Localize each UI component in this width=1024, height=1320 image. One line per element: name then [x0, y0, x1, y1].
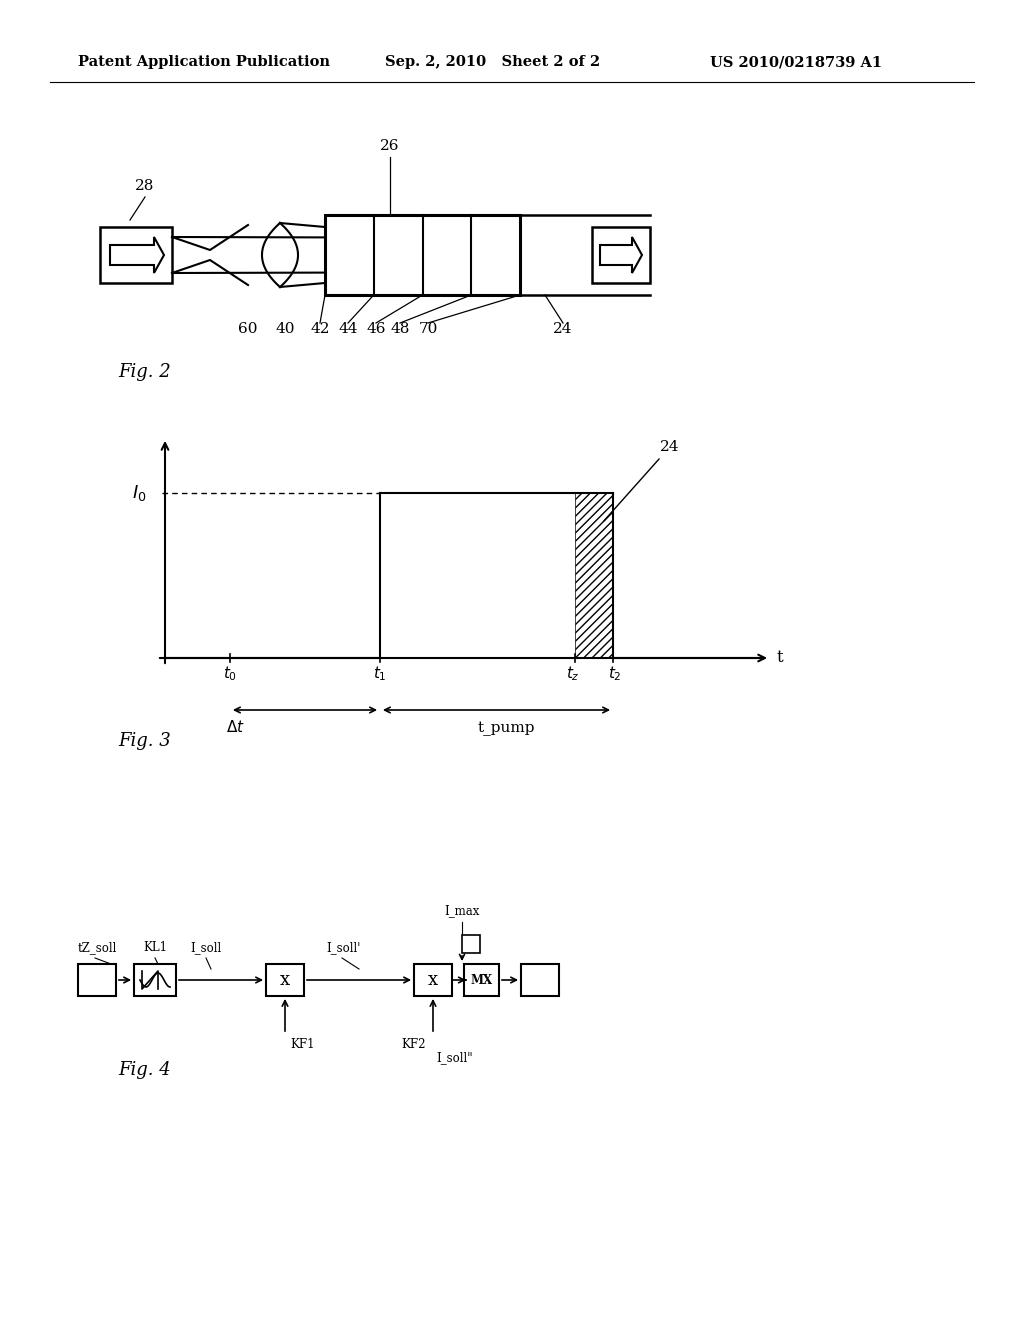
Text: US 2010/0218739 A1: US 2010/0218739 A1 — [710, 55, 882, 69]
Bar — [521, 964, 559, 997]
Bar — [266, 964, 304, 997]
Text: $t_z$: $t_z$ — [566, 664, 580, 682]
Text: 24: 24 — [604, 440, 680, 521]
Text: 26: 26 — [380, 139, 399, 153]
Text: I_soll": I_soll" — [436, 1051, 473, 1064]
Bar — [464, 964, 499, 997]
Text: 40: 40 — [275, 322, 295, 337]
Text: $t_1$: $t_1$ — [373, 664, 387, 682]
Bar — [592, 227, 650, 282]
Bar — [100, 227, 172, 282]
Text: MX: MX — [470, 974, 493, 986]
Text: 44: 44 — [338, 322, 357, 337]
Bar — [134, 964, 176, 997]
Text: $t_2$: $t_2$ — [608, 664, 622, 682]
Text: KL1: KL1 — [143, 941, 167, 954]
Text: Patent Application Publication: Patent Application Publication — [78, 55, 330, 69]
Text: Fig. 4: Fig. 4 — [118, 1061, 171, 1078]
Text: t_pump: t_pump — [478, 722, 536, 735]
Text: 28: 28 — [135, 180, 155, 193]
Text: I_soll: I_soll — [190, 941, 221, 954]
Text: 42: 42 — [310, 322, 330, 337]
Text: Fig. 2: Fig. 2 — [118, 363, 171, 381]
Text: I_max: I_max — [444, 904, 479, 917]
Bar — [78, 964, 116, 997]
Text: $\Delta t$: $\Delta t$ — [225, 719, 245, 735]
Text: 48: 48 — [390, 322, 410, 337]
Text: Sep. 2, 2010   Sheet 2 of 2: Sep. 2, 2010 Sheet 2 of 2 — [385, 55, 600, 69]
Text: tZ_soll: tZ_soll — [78, 941, 117, 954]
Text: KF1: KF1 — [290, 1038, 314, 1051]
Text: $t_0$: $t_0$ — [223, 664, 237, 682]
Text: 70: 70 — [419, 322, 437, 337]
Text: t: t — [776, 649, 783, 667]
Text: 24: 24 — [553, 322, 572, 337]
Bar — [325, 215, 520, 294]
Text: I_soll': I_soll' — [327, 941, 361, 954]
Text: 46: 46 — [367, 322, 386, 337]
Text: KF2: KF2 — [401, 1038, 426, 1051]
Bar — [462, 935, 480, 953]
Bar — [414, 964, 452, 997]
Text: x: x — [428, 972, 438, 989]
Bar — [575, 492, 613, 657]
Text: Fig. 3: Fig. 3 — [118, 733, 171, 750]
Text: x: x — [280, 972, 290, 989]
Text: $I_0$: $I_0$ — [132, 483, 147, 503]
Text: 60: 60 — [239, 322, 258, 337]
